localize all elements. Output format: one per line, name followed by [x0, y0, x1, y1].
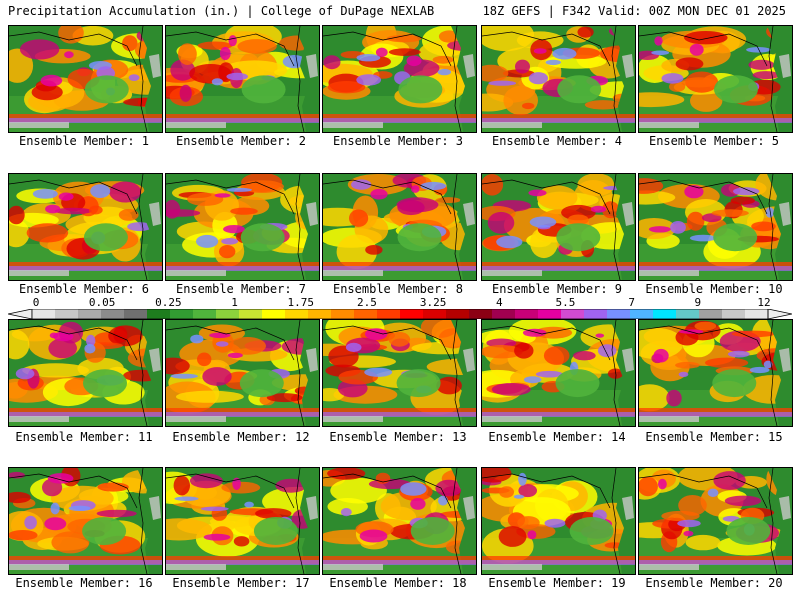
ensemble-member-label: Ensemble Member: 16 [15, 576, 153, 590]
colorbar-tick-label: 4 [495, 296, 503, 309]
ensemble-member-label: Ensemble Member: 4 [491, 134, 623, 148]
colorbar-tick-label: 5.5 [555, 296, 576, 309]
ensemble-member-map-14 [481, 319, 636, 427]
colorbar-tick-label: 2.5 [356, 296, 377, 309]
ensemble-member-label: Ensemble Member: 10 [645, 282, 783, 296]
ensemble-member-map-11 [8, 319, 163, 427]
ensemble-member-map-2 [165, 25, 320, 133]
ensemble-member-label: Ensemble Member: 17 [172, 576, 310, 590]
ensemble-member-map-18 [322, 467, 477, 575]
ensemble-member-map-19 [481, 467, 636, 575]
colorbar-tick-label: 3.25 [419, 296, 447, 309]
ensemble-member-label: Ensemble Member: 15 [645, 430, 783, 444]
ensemble-member-map-10 [638, 173, 793, 281]
ensemble-member-map-20 [638, 467, 793, 575]
ensemble-member-map-9 [481, 173, 636, 281]
colorbar-tick-label: 1 [231, 296, 238, 309]
ensemble-member-label: Ensemble Member: 14 [488, 430, 626, 444]
ensemble-member-map-13 [322, 319, 477, 427]
model-run-info: 18Z GEFS | F342 Valid: 00Z MON DEC 01 20… [482, 4, 786, 18]
colorbar-tick-label: 9 [694, 296, 702, 309]
ensemble-member-map-16 [8, 467, 163, 575]
ensemble-member-label: Ensemble Member: 18 [329, 576, 467, 590]
ensemble-member-label: Ensemble Member: 1 [18, 134, 150, 148]
ensemble-member-map-8 [322, 173, 477, 281]
ensemble-member-label: Ensemble Member: 7 [175, 282, 307, 296]
precip-colorbar: 0 0.05 0.25 1 1.75 2.5 3.25 4 5.5 7 9 12 [8, 296, 792, 320]
ensemble-member-map-4 [481, 25, 636, 133]
colorbar-tick-label: 12 [757, 296, 771, 309]
colorbar-tick-label: 7 [628, 296, 635, 309]
ensemble-member-map-7 [165, 173, 320, 281]
ensemble-member-map-1 [8, 25, 163, 133]
ensemble-member-label: Ensemble Member: 11 [15, 430, 153, 444]
colorbar-tick-label: 1.75 [287, 296, 314, 309]
ensemble-member-label: Ensemble Member: 12 [172, 430, 310, 444]
ensemble-member-label: Ensemble Member: 20 [645, 576, 783, 590]
ensemble-member-map-3 [322, 25, 477, 133]
ensemble-member-label: Ensemble Member: 2 [175, 134, 307, 148]
ensemble-member-map-6 [8, 173, 163, 281]
ensemble-member-label: Ensemble Member: 9 [491, 282, 623, 296]
colorbar-scale [8, 309, 792, 319]
ensemble-member-label: Ensemble Member: 3 [332, 134, 464, 148]
colorbar-tick-label: 0 [32, 296, 40, 309]
ensemble-member-label: Ensemble Member: 19 [488, 576, 626, 590]
ensemble-member-label: Ensemble Member: 5 [648, 134, 780, 148]
ensemble-member-label: Ensemble Member: 8 [332, 282, 464, 296]
colorbar-tick-label: 0.05 [88, 296, 116, 309]
ensemble-member-map-5 [638, 25, 793, 133]
ensemble-member-map-17 [165, 467, 320, 575]
ensemble-member-label: Ensemble Member: 13 [329, 430, 467, 444]
ensemble-member-map-12 [165, 319, 320, 427]
colorbar-tick-label: 0.25 [155, 296, 182, 309]
map-title: Precipitation Accumulation (in.) | Colle… [8, 4, 435, 18]
ensemble-member-label: Ensemble Member: 6 [18, 282, 150, 296]
ensemble-member-map-15 [638, 319, 793, 427]
